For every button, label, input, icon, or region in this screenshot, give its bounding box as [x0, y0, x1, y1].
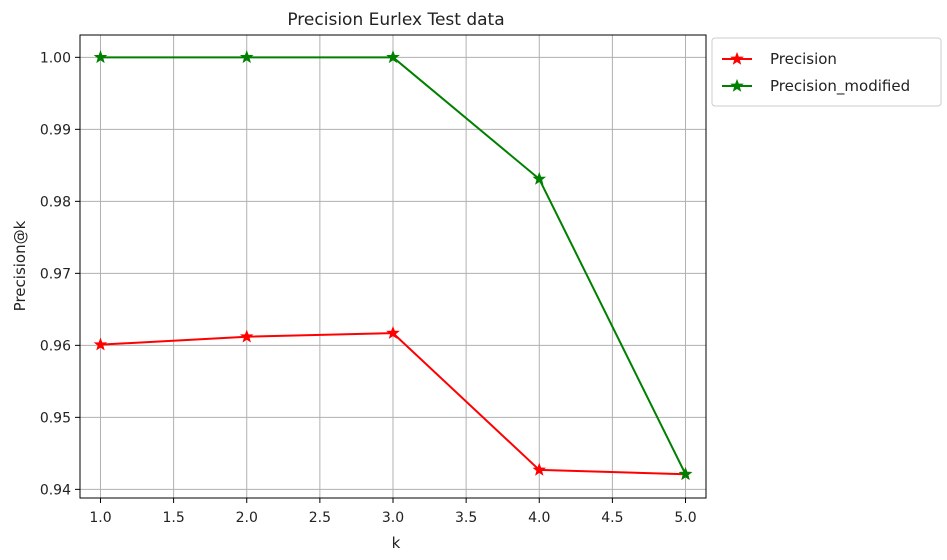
x-tick-label: 1.0 [89, 510, 111, 526]
legend-label: Precision [770, 50, 837, 68]
data-point-precision-modified [678, 467, 693, 481]
x-tick-label: 4.0 [528, 510, 550, 526]
legend-label: Precision_modified [770, 77, 910, 96]
y-tick-label: 0.96 [40, 338, 71, 354]
legend: Precision Precision_modified [711, 37, 942, 107]
data-point-precision [532, 462, 547, 476]
y-tick-label: 0.97 [40, 266, 71, 282]
data-point-precision-modified [386, 50, 400, 64]
x-tick-label: 2.5 [309, 510, 331, 526]
x-tick-label: 3.0 [382, 510, 404, 526]
legend-entry-precision-modified: Precision_modified [722, 77, 910, 96]
y-axis-label: Precision@k [11, 220, 29, 311]
series-precision-modified [93, 50, 693, 481]
legend-swatch-marker [730, 51, 744, 65]
y-tick-label: 0.99 [40, 122, 71, 138]
x-axis-label: k [392, 534, 401, 552]
x-tick-label: 3.5 [455, 510, 477, 526]
x-tick-label: 5.0 [674, 510, 696, 526]
y-tick-label: 0.95 [40, 410, 71, 426]
data-point-precision-modified [93, 50, 108, 64]
data-point-precision-modified [532, 171, 547, 185]
legend-box [711, 37, 942, 107]
data-point-precision [239, 329, 254, 343]
y-tick-label: 0.98 [40, 194, 71, 210]
data-point-precision-modified [239, 50, 254, 64]
chart-title: Precision Eurlex Test data [287, 10, 504, 30]
axis-ticks: 1.0 1.5 2.0 2.5 3.0 3.5 4.0 4.5 5.0 0.94 0.95 0.96 0… [40, 50, 697, 526]
legend-entry-precision: Precision [722, 50, 837, 68]
x-tick-label: 1.5 [162, 510, 184, 526]
x-tick-label: 2.0 [236, 510, 258, 526]
data-point-precision [93, 337, 108, 351]
legend-swatch-marker [730, 78, 744, 92]
y-tick-label: 0.94 [40, 482, 71, 498]
data-point-precision [386, 325, 400, 339]
grid-lines [80, 35, 706, 498]
y-tick-label: 1.00 [40, 50, 71, 66]
series-layer [93, 50, 693, 481]
x-tick-label: 4.5 [601, 510, 623, 526]
